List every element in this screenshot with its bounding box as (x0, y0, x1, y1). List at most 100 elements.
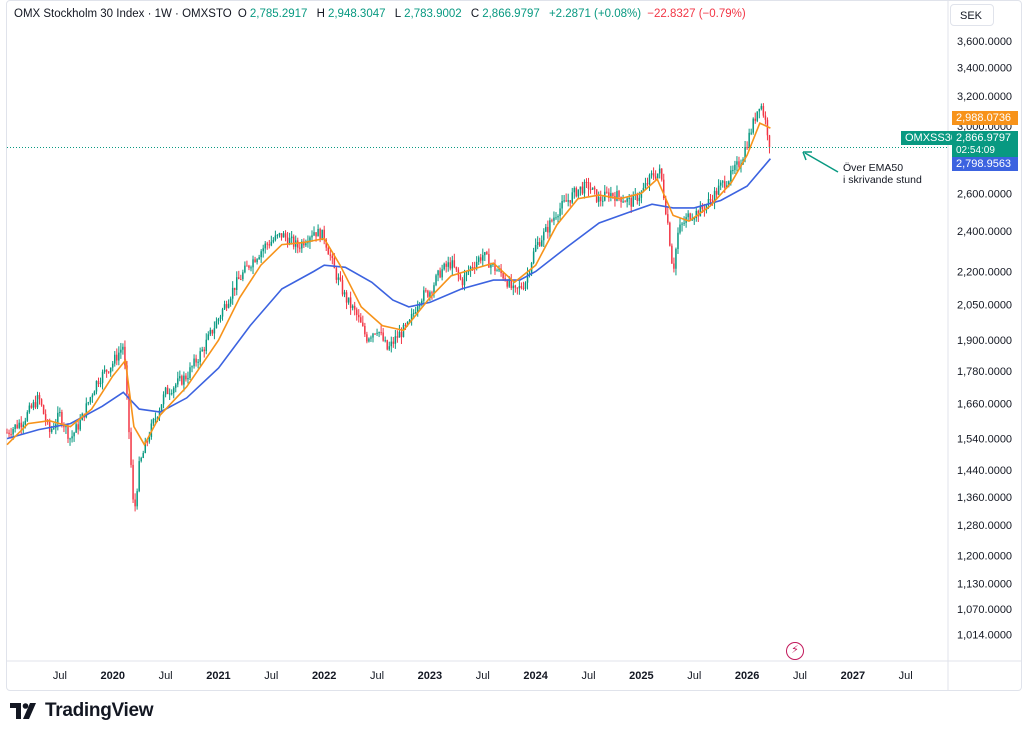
candle-body (201, 349, 203, 352)
candle-body (118, 352, 120, 361)
candle-body (364, 325, 366, 335)
x-tick-label: 2020 (100, 670, 124, 682)
candle-body (646, 183, 649, 185)
currency-button[interactable]: SEK (950, 4, 994, 26)
candle-body (658, 168, 661, 174)
y-tick-label: 1,200.0000 (957, 550, 1012, 562)
chart-frame (6, 0, 1022, 691)
candle-body (152, 419, 155, 424)
candle-body (327, 247, 330, 255)
last-price-value: 2,866.9797 (956, 132, 1012, 144)
candle-body (262, 248, 264, 252)
candle-body (695, 210, 698, 219)
x-tick-label: Jul (476, 670, 490, 682)
x-tick-label: Jul (793, 670, 807, 682)
candle-body (325, 239, 327, 248)
candle-body (573, 188, 576, 193)
candle-body (553, 217, 555, 221)
candle-body (370, 337, 372, 339)
candle-body (632, 194, 634, 207)
candle-body (109, 367, 112, 373)
candle-body (736, 161, 738, 165)
candle-body (518, 286, 521, 289)
candle-body (242, 272, 244, 280)
candle-body (599, 196, 602, 202)
legend-open: O 2,785.2917 (237, 8, 308, 20)
y-tick-label: 1,900.0000 (957, 335, 1012, 347)
candle-body (738, 161, 740, 167)
candle-body (22, 424, 25, 428)
candle-body (148, 436, 151, 442)
candle-body (748, 132, 750, 148)
candle-body (538, 242, 541, 247)
x-tick-label: Jul (53, 670, 67, 682)
candle-body (57, 412, 59, 425)
candle-body (715, 190, 718, 195)
candle-body (189, 367, 191, 379)
candle-body (687, 213, 689, 218)
candle-body (423, 290, 425, 301)
candle-body (457, 269, 460, 276)
candle-body (360, 317, 362, 323)
annotation-arrow (804, 152, 839, 173)
y-tick-label: 1,540.0000 (957, 434, 1012, 446)
candle-body (345, 292, 348, 303)
candle-body (146, 441, 149, 443)
annotation-text[interactable]: Över EMA50 i skrivande stund (843, 162, 922, 186)
candle-body (691, 219, 693, 221)
candle-body (18, 422, 20, 429)
x-tick-label: Jul (159, 670, 173, 682)
candle-body (65, 425, 67, 428)
candle-body (575, 188, 578, 197)
candle-body (258, 257, 260, 260)
candle-body (132, 464, 134, 500)
candle-body (177, 378, 179, 385)
candle-body (571, 192, 574, 203)
candle-body (59, 412, 61, 414)
candle-body (238, 277, 240, 280)
candle-body (50, 429, 53, 432)
candle-body (459, 275, 462, 280)
candle-body (445, 263, 447, 267)
candle-body (673, 263, 675, 269)
flash-icon[interactable]: ⚡ (786, 642, 804, 660)
y-tick-label: 1,070.0000 (957, 604, 1012, 616)
x-tick-label: Jul (370, 670, 384, 682)
y-tick-label: 1,660.0000 (957, 398, 1012, 410)
y-tick-label: 1,280.0000 (957, 520, 1012, 532)
candle-body (752, 118, 754, 133)
candle-body (337, 277, 340, 280)
candle-body (170, 393, 173, 395)
candle-body (719, 182, 722, 186)
candle-body (14, 424, 16, 430)
candle-body (471, 267, 474, 269)
candle-body (164, 387, 167, 395)
y-tick-label: 2,400.0000 (957, 226, 1012, 238)
candle-body (616, 191, 618, 201)
candle-body (93, 391, 96, 396)
y-tick-label: 2,600.0000 (957, 188, 1012, 200)
candle-body (543, 231, 545, 241)
candle-body (711, 200, 714, 203)
candle-body (421, 300, 423, 304)
candle-body (768, 135, 771, 148)
symbol-legend[interactable]: OMX Stockholm 30 Index · 1W · OMXSTO O 2,… (14, 8, 749, 20)
candle-body (140, 457, 142, 462)
tradingview-logo[interactable]: TradingView (10, 700, 154, 722)
candle-body (624, 201, 626, 203)
candle-body (95, 380, 98, 392)
candle-body (429, 292, 431, 297)
candle-body (101, 371, 104, 383)
candle-body (644, 183, 647, 188)
candle-body (380, 332, 382, 334)
candle-body (246, 265, 248, 267)
y-tick-label: 3,400.0000 (957, 63, 1012, 75)
candle-body (236, 277, 238, 290)
candle-body (158, 410, 161, 418)
candle-body (142, 453, 144, 458)
candle-body (274, 235, 277, 241)
candle-body (40, 399, 43, 406)
candle-body (681, 223, 683, 225)
candle-body (435, 275, 437, 286)
